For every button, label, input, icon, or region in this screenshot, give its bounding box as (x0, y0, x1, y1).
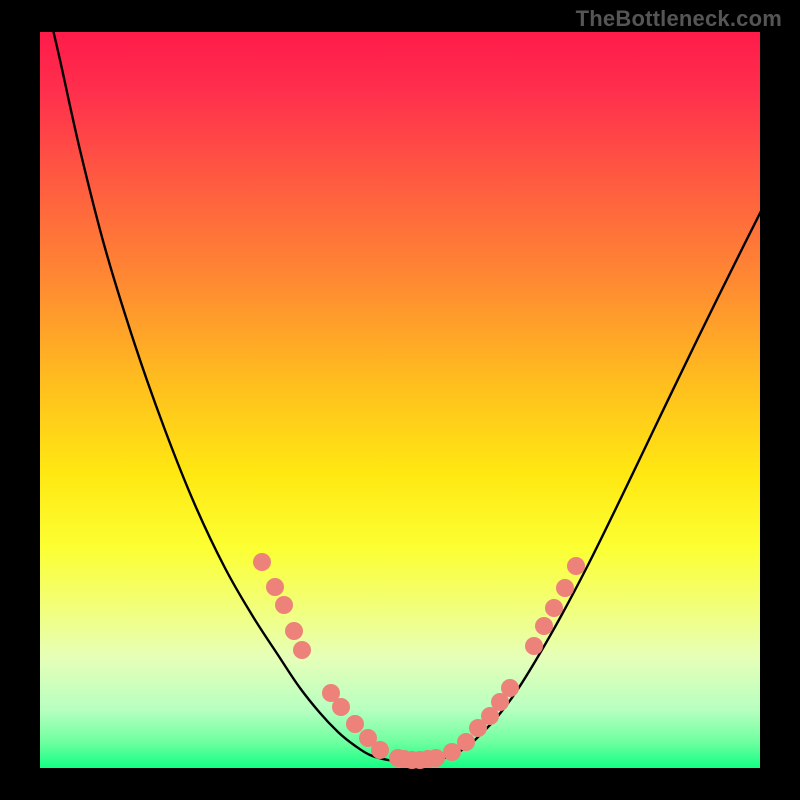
data-marker (285, 622, 303, 640)
chart-container: { "watermark": "TheBottleneck.com", "cha… (0, 0, 800, 800)
gradient-background (40, 32, 760, 768)
data-marker (253, 553, 271, 571)
data-marker (457, 733, 475, 751)
data-marker (556, 579, 574, 597)
data-marker (567, 557, 585, 575)
data-marker (293, 641, 311, 659)
data-marker (371, 741, 389, 759)
data-marker (427, 749, 445, 767)
data-marker (525, 637, 543, 655)
data-marker (545, 599, 563, 617)
data-marker (332, 698, 350, 716)
data-marker (501, 679, 519, 697)
watermark-text: TheBottleneck.com (576, 6, 782, 32)
data-marker (346, 715, 364, 733)
bottleneck-chart (0, 0, 800, 800)
data-marker (535, 617, 553, 635)
data-marker (275, 596, 293, 614)
data-marker (266, 578, 284, 596)
